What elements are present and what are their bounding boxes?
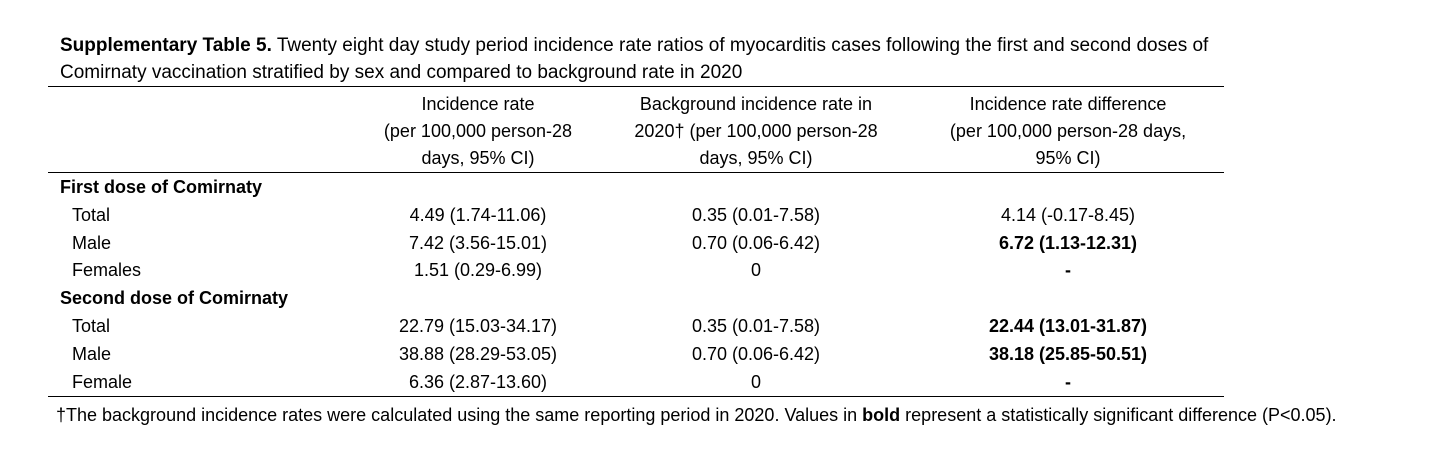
header-line: Incidence rate difference (969, 94, 1167, 114)
row-label: Females (72, 260, 142, 281)
header-rate-difference: Incidence rate difference (per 100,000 p… (918, 91, 1218, 172)
header-line: days, 95% CI) (421, 148, 535, 168)
cell-rate-difference: 38.18 (25.85-50.51) (988, 343, 1148, 364)
table-row: Male 38.88 (28.29-53.05) 0.70 (0.06-6.42) 3… (0, 340, 1456, 368)
header-line: days, 95% CI) (699, 148, 813, 168)
cell-incidence-rate: 1.51 (0.29-6.99) (413, 260, 543, 281)
table-row: Females 1.51 (0.29-6.99) 0 - (0, 256, 1456, 284)
row-label: Total (72, 316, 111, 336)
cell-background-rate: 0.70 (0.06-6.42) (691, 232, 821, 253)
header-line: (per 100,000 person-28 days, (949, 121, 1187, 141)
header-background-rate: Background incidence rate in 2020† (per … (606, 91, 906, 172)
cell-rate-difference: 4.14 (-0.17-8.45) (1000, 204, 1136, 225)
table-row: Total 22.79 (15.03-34.17) 0.35 (0.01-7.58)… (0, 312, 1456, 340)
section-row: Second dose of Comirnaty (0, 284, 1456, 312)
cell-incidence-rate: 4.49 (1.74-11.06) (409, 204, 547, 225)
header-rule (48, 172, 1224, 173)
cell-rate-difference: 22.44 (13.01-31.87) (988, 316, 1148, 336)
table-row: Male 7.42 (3.56-15.01) 0.70 (0.06-6.42) 6.7… (0, 229, 1456, 257)
cell-background-rate: 0.35 (0.01-7.58) (691, 316, 821, 336)
section-row: First dose of Comirnaty (0, 173, 1456, 201)
bottom-rule (48, 396, 1224, 397)
table-row: Female 6.36 (2.87-13.60) 0 - (0, 368, 1456, 396)
cell-incidence-rate: 6.36 (2.87-13.60) (408, 371, 548, 392)
row-label: Female (72, 371, 133, 392)
header-line: (per 100,000 person-28 (383, 121, 573, 141)
header-line: 2020† (per 100,000 person-28 (634, 121, 878, 141)
footnote-text-end: represent a statistically significant di… (900, 405, 1337, 425)
footnote-text: †The background incidence rates were cal… (56, 405, 863, 425)
caption-text-line1: Twenty eight day study period incidence … (271, 35, 1209, 56)
header-line: Background incidence rate in (639, 94, 873, 114)
cell-rate-difference: - (1065, 260, 1071, 281)
table-footnote: †The background incidence rates were cal… (56, 401, 1337, 429)
caption-text-line2: Comirnaty vaccination stratified by sex … (60, 62, 743, 83)
cell-rate-difference: 6.72 (1.13-12.31) (998, 232, 1138, 253)
row-label: Male (72, 343, 112, 364)
table-row: Total 4.49 (1.74-11.06) 0.35 (0.01-7.58) 4.… (0, 201, 1456, 229)
cell-background-rate: 0.70 (0.06-6.42) (691, 343, 821, 364)
header-line: Incidence rate (421, 94, 535, 114)
cell-background-rate: 0.35 (0.01-7.58) (691, 204, 821, 225)
header-incidence-rate: Incidence rate (per 100,000 person-28 da… (358, 91, 598, 172)
footnote-bold-word: bold (862, 405, 901, 425)
section-label: First dose of Comirnaty (60, 177, 263, 197)
header-line: 95% CI) (1035, 148, 1101, 168)
row-label: Total (72, 204, 111, 225)
caption-label: Supplementary Table 5. (60, 35, 272, 56)
cell-incidence-rate: 22.79 (15.03-34.17) (398, 316, 558, 336)
cell-background-rate: 0 (750, 260, 761, 281)
cell-incidence-rate: 7.42 (3.56-15.01) (408, 232, 548, 253)
section-label: Second dose of Comirnaty (60, 288, 289, 309)
row-label: Male (72, 232, 112, 253)
cell-rate-difference: - (1065, 371, 1071, 392)
top-rule (48, 86, 1224, 87)
cell-incidence-rate: 38.88 (28.29-53.05) (398, 343, 558, 364)
table-caption: Supplementary Table 5. Twenty eight day … (60, 32, 1440, 86)
cell-background-rate: 0 (750, 371, 761, 392)
